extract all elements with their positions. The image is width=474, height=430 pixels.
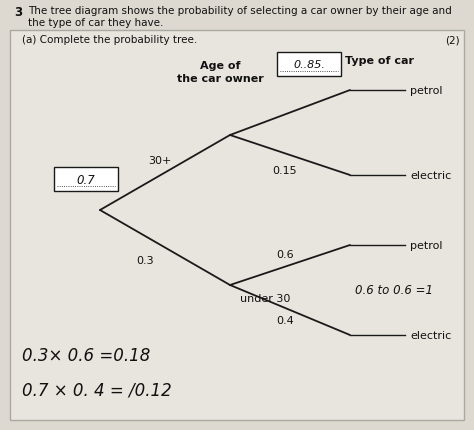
Text: 30+: 30+	[148, 155, 172, 165]
Text: Age of
the car owner: Age of the car owner	[177, 61, 264, 84]
Text: Type of car: Type of car	[346, 56, 414, 66]
Text: 3: 3	[14, 6, 22, 19]
Text: electric: electric	[410, 330, 451, 340]
Text: the type of car they have.: the type of car they have.	[28, 18, 164, 28]
Text: 0.6: 0.6	[276, 249, 294, 259]
Text: (2): (2)	[446, 35, 460, 45]
Text: electric: electric	[410, 171, 451, 181]
Text: The tree diagram shows the probability of selecting a car owner by their age and: The tree diagram shows the probability o…	[28, 6, 452, 16]
Text: 0..85.: 0..85.	[293, 60, 325, 70]
Text: 0.15: 0.15	[273, 166, 297, 175]
Text: 0.7 × 0. 4 = /0.12: 0.7 × 0. 4 = /0.12	[22, 381, 172, 399]
Text: petrol: petrol	[410, 240, 443, 250]
FancyBboxPatch shape	[277, 53, 341, 77]
Text: 0.4: 0.4	[276, 315, 294, 325]
Text: petrol: petrol	[410, 86, 443, 96]
Text: 0.3: 0.3	[136, 256, 154, 266]
Text: 0.7: 0.7	[77, 173, 95, 186]
FancyBboxPatch shape	[54, 168, 118, 191]
Text: 0.6 to 0.6 =1: 0.6 to 0.6 =1	[355, 284, 433, 297]
FancyBboxPatch shape	[10, 31, 464, 420]
Text: 0.3× 0.6 =0.18: 0.3× 0.6 =0.18	[22, 346, 150, 364]
Text: under 30: under 30	[240, 293, 291, 303]
Text: (a) Complete the probability tree.: (a) Complete the probability tree.	[22, 35, 197, 45]
